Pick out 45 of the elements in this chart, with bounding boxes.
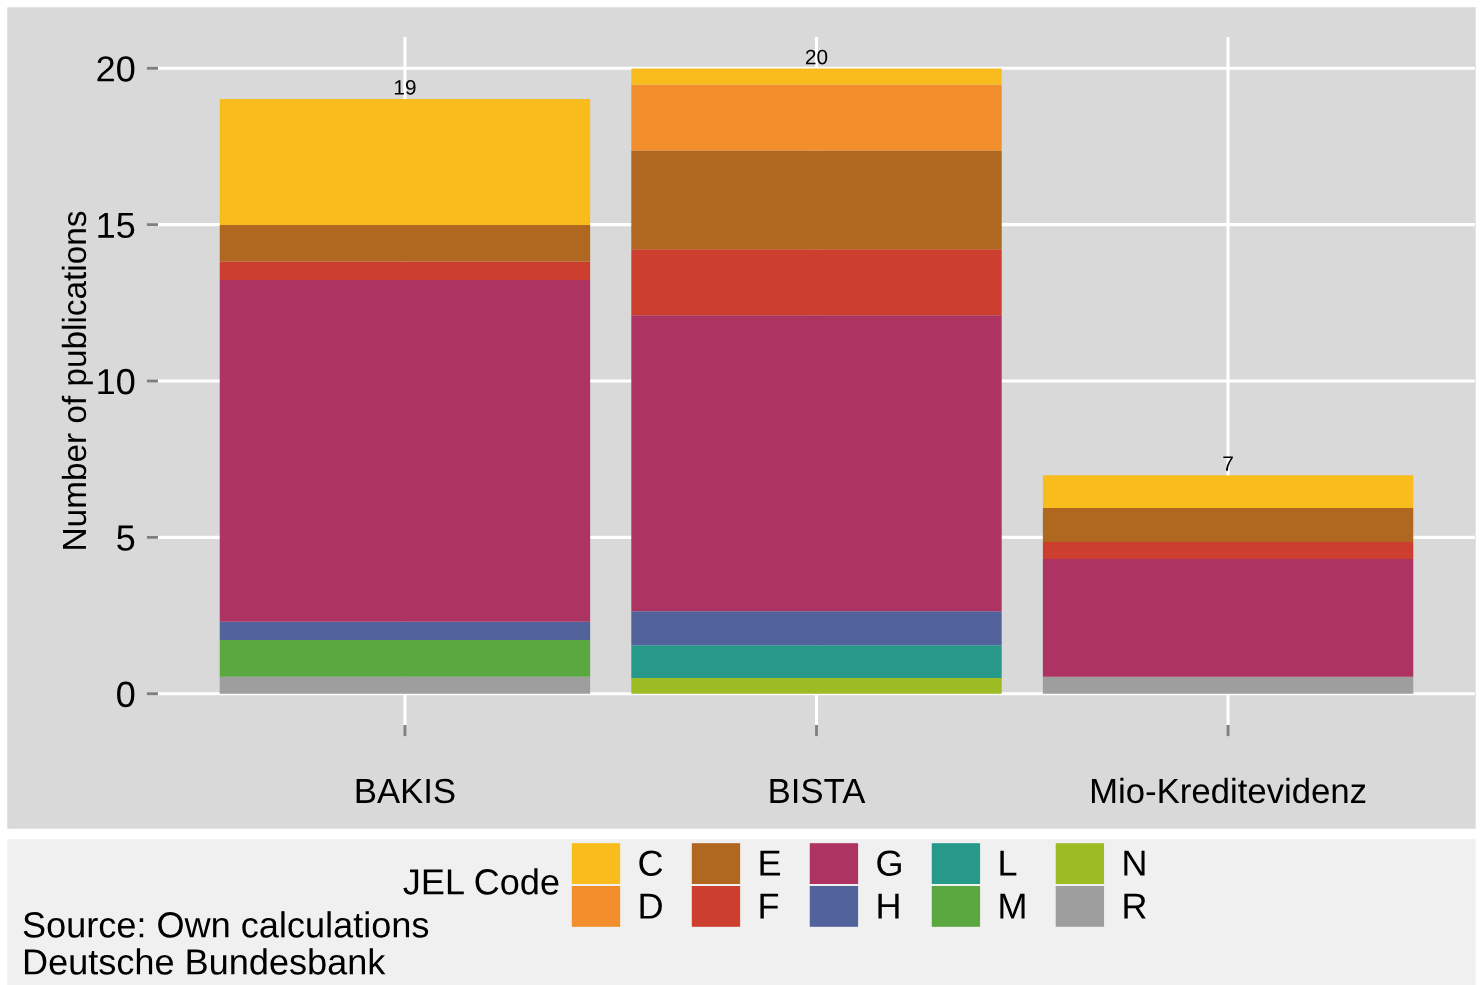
x-tick-label: Mio-Kreditevidenz [1091,777,1366,804]
bar [219,621,591,640]
bar [1042,558,1414,677]
bar [631,150,1002,250]
legend-label: H [878,893,899,919]
bar [219,98,591,225]
text: Deutsche Bundesbank [24,948,386,975]
y-tick-label: 0 [117,681,135,708]
legend-label: G [877,850,901,876]
total-label: 20 [805,49,828,65]
bar [219,676,591,694]
bar [631,84,1002,151]
bar [631,68,1002,85]
bar [631,249,1002,316]
bar [219,279,591,622]
bar [631,611,1002,646]
y-tick-label: 10 [98,368,135,395]
bar [219,261,591,280]
x-tick-label: BAKIS [356,778,455,804]
legend-label: E [760,850,781,876]
y-axis-title: Number of publications [61,211,93,549]
legend-label: C [639,850,663,876]
legend-label: L [1000,850,1017,876]
bar [631,315,1002,612]
bar [1042,542,1414,559]
total-label: 7 [1223,456,1233,471]
bar [1042,507,1414,543]
bar [1042,475,1414,508]
y-tick-label: 5 [117,525,135,551]
y-tick-label: 20 [97,56,135,82]
y-tick-label: 15 [98,212,135,239]
legend-label: M [1000,893,1025,919]
bar [631,678,1002,694]
legend-title: JEL Code [403,868,559,895]
legend-label: D [640,893,662,919]
legend-label: R [1124,893,1146,919]
bar [1042,676,1414,694]
legend-label: N [1124,850,1145,876]
x-tick-label: BISTA [770,778,866,804]
total-label: 19 [394,80,416,95]
bar [219,639,591,677]
bar [631,645,1002,679]
source-note: Source: Own calculations [23,911,429,938]
legend-label: F [760,893,779,919]
bar [219,224,591,262]
